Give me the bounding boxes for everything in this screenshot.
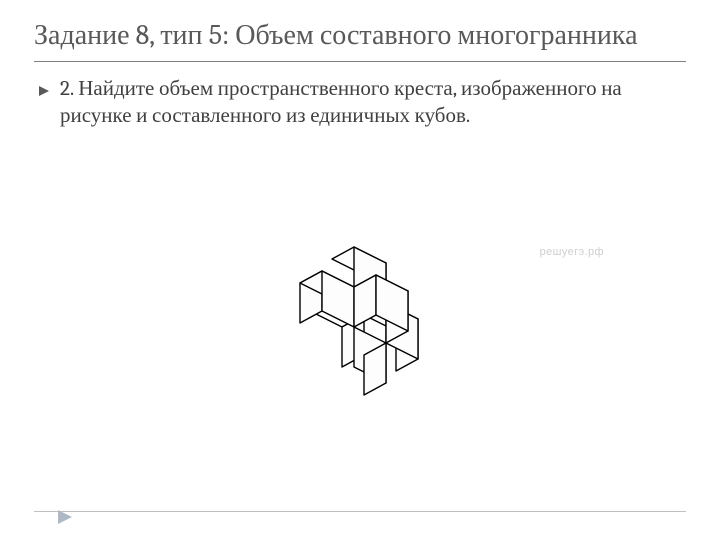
footer-rule: [34, 511, 686, 512]
slide-title: Задание 8, тип 5: Объем составного много…: [34, 18, 686, 53]
figure-container: [34, 153, 686, 413]
bullet-icon: [38, 83, 50, 101]
footer-mark-icon: [58, 510, 74, 528]
title-underline: [34, 61, 686, 62]
body-text: 2. Найдите объем пространственного крест…: [60, 76, 686, 131]
body-row: 2. Найдите объем пространственного крест…: [34, 76, 686, 131]
cross-figure: [230, 153, 490, 413]
watermark-text: решуегэ.рф: [540, 246, 604, 258]
